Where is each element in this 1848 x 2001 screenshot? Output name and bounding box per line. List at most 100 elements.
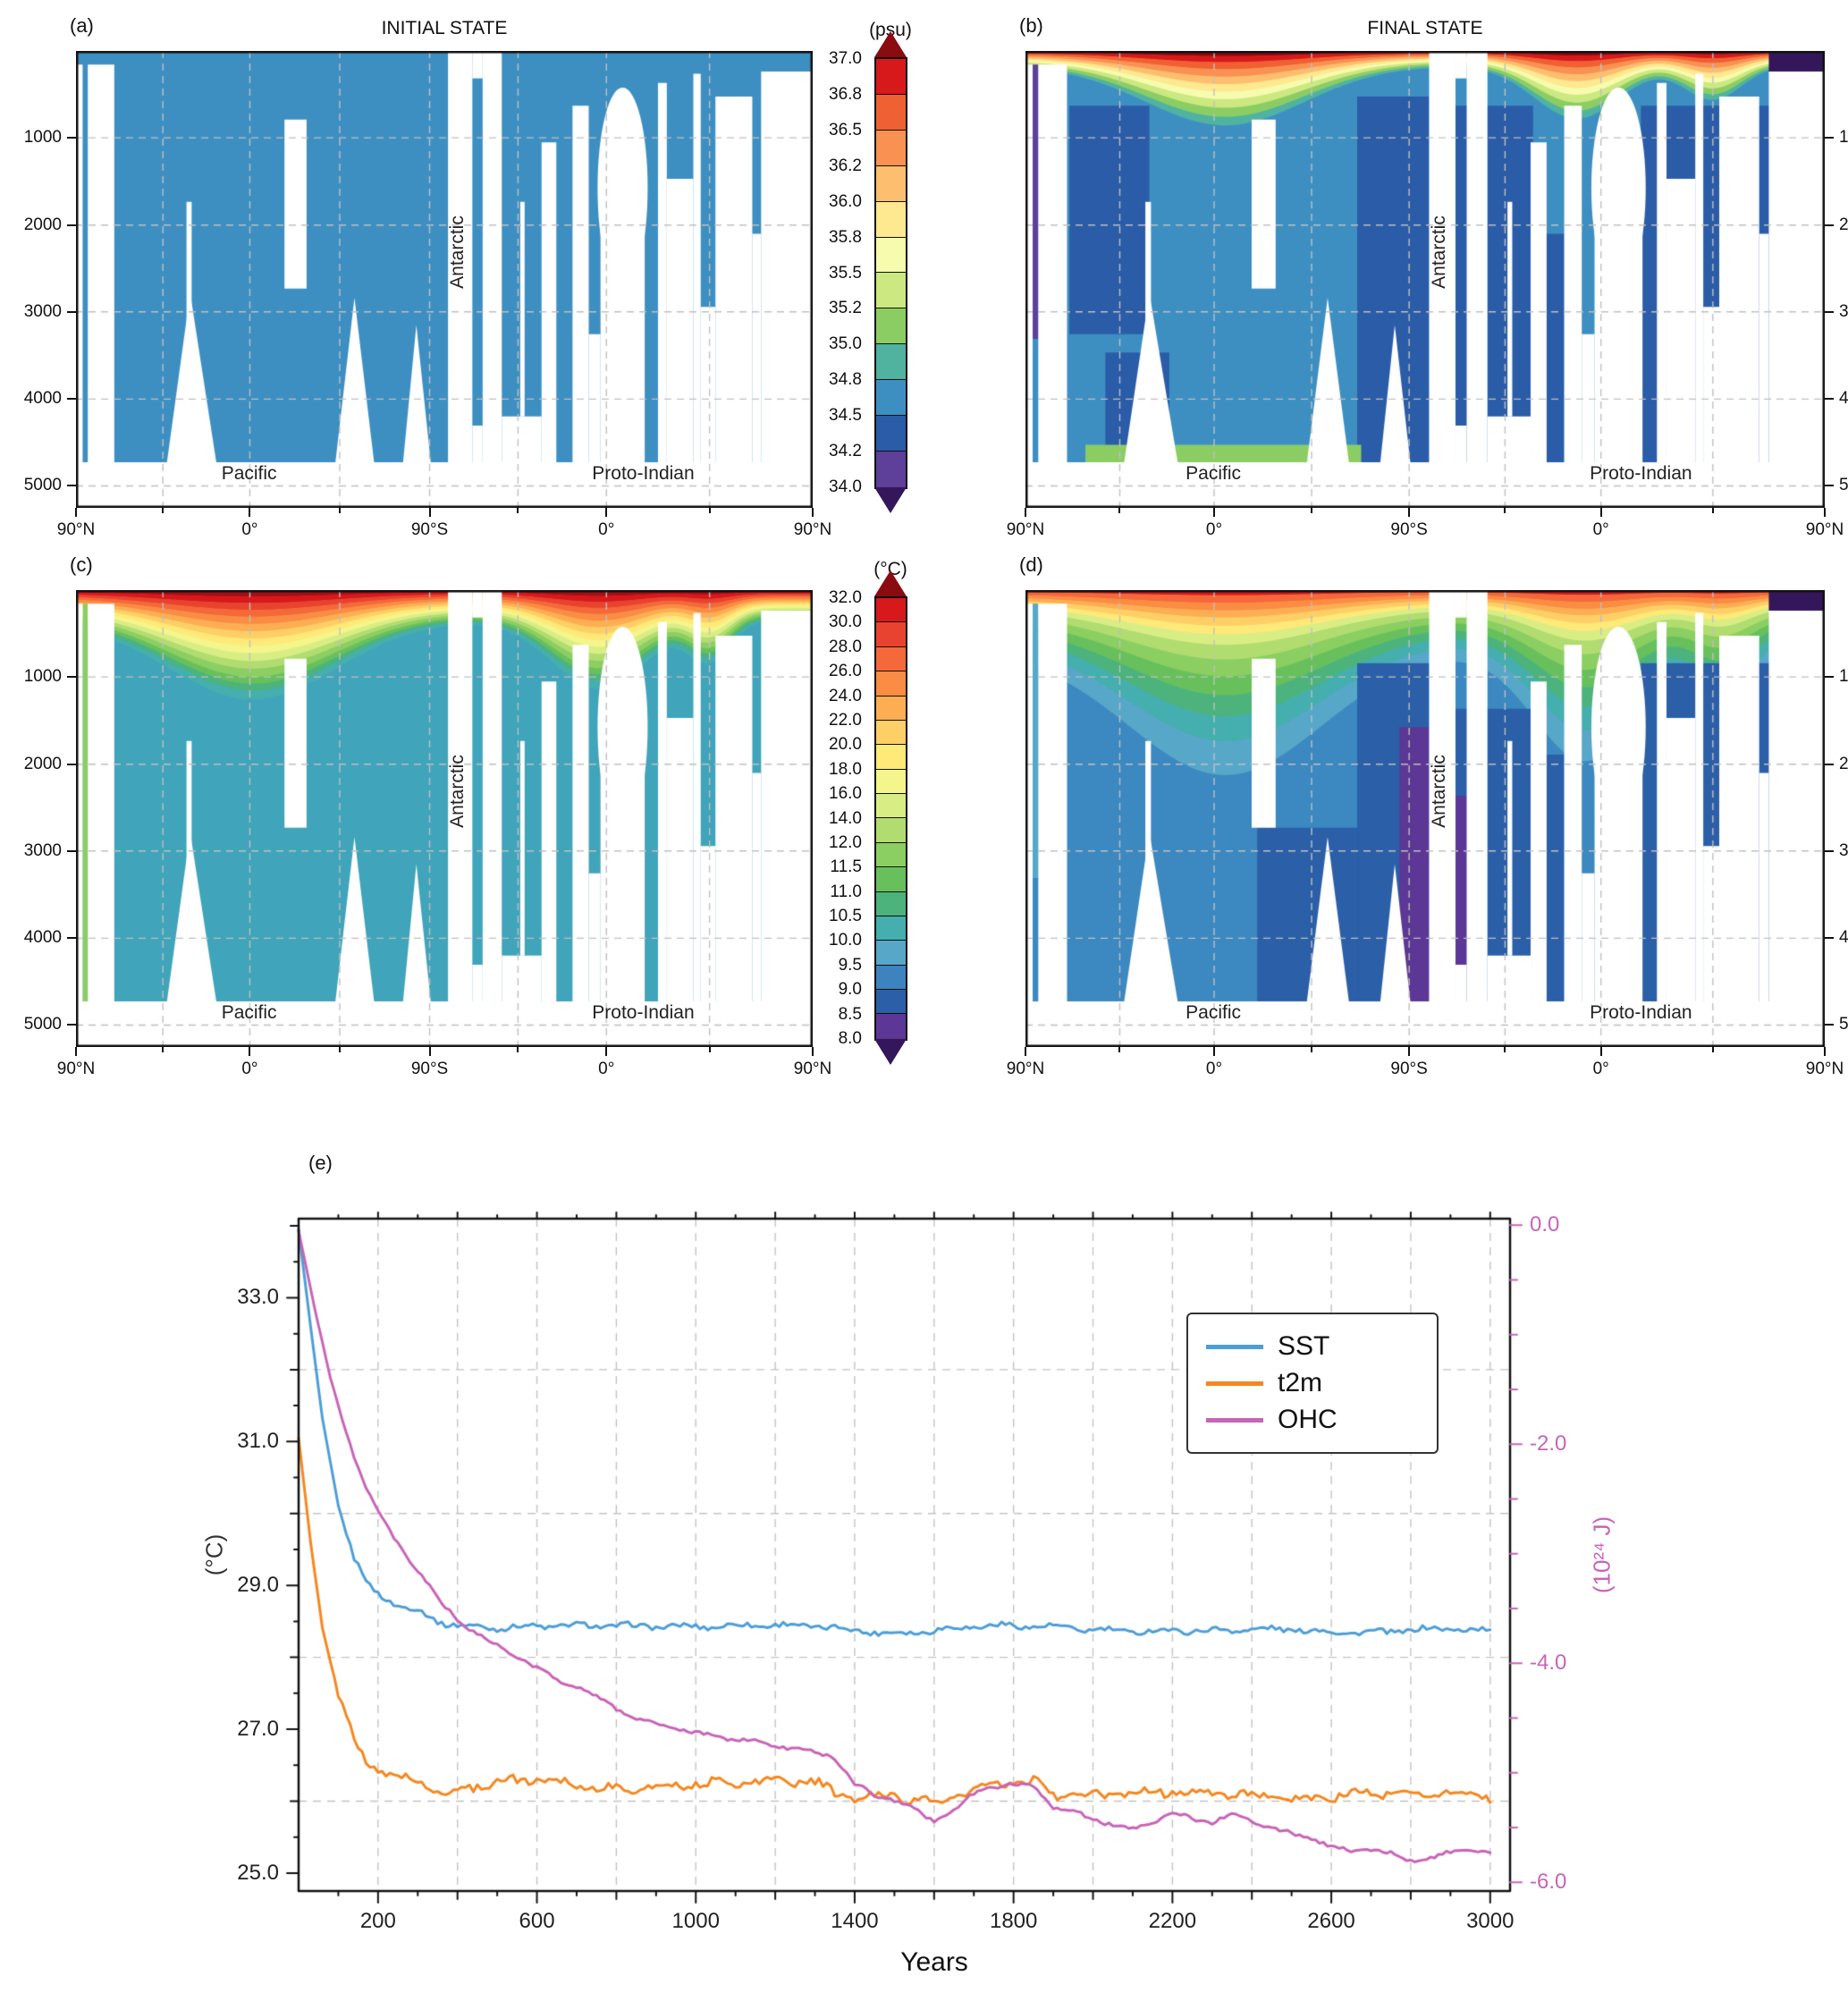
- colorbar-segment: [876, 745, 906, 770]
- lat-tick-label: 90°S: [1390, 520, 1428, 539]
- depth-tick: [67, 310, 76, 313]
- lat-tick-label: 90°N: [793, 1060, 832, 1078]
- ohc-tick-label: -6.0: [1530, 1870, 1567, 1895]
- colorbar-tick-label: 36.0: [829, 191, 862, 211]
- lat-tick: [1212, 508, 1215, 517]
- lat-tick-label: 0°: [598, 520, 615, 539]
- lat-minor-tick: [1711, 1047, 1714, 1052]
- colorbar-tick-label: 11.0: [830, 882, 862, 901]
- depth-tick: [67, 937, 76, 940]
- colorbar-tick-label: 34.2: [829, 442, 862, 461]
- colorbar-segment: [876, 451, 906, 487]
- lat-minor-tick: [1118, 1047, 1121, 1052]
- year-tick-label: 2600: [1307, 1909, 1355, 1933]
- year-tick-label: 1800: [989, 1909, 1038, 1933]
- lat-minor-tick: [1504, 1047, 1506, 1052]
- colorbar-segment: [876, 59, 906, 95]
- lat-tick: [1824, 1047, 1826, 1056]
- colorbar-segment: [876, 344, 906, 381]
- lat-minor-tick: [162, 1047, 165, 1052]
- depth-tick-label: 5000: [1839, 476, 1848, 495]
- lat-tick-label: 90°N: [56, 520, 96, 539]
- colorbar-tick-label: 37.0: [829, 49, 862, 68]
- colorbar-tick-label: 22.0: [829, 710, 862, 730]
- colorbar-tick-label: 8.5: [838, 1004, 862, 1024]
- colorbar-segment: [876, 622, 906, 647]
- colorbar-tick-label: 14.0: [829, 808, 862, 828]
- lat-tick: [812, 508, 814, 517]
- colorbar-tick-label: 20.0: [829, 735, 862, 755]
- lat-tick-label: 90°N: [1805, 1060, 1844, 1078]
- depth-tick-label: 2000: [1839, 215, 1848, 234]
- colorbar-segment: [876, 794, 906, 819]
- lat-tick-label: 0°: [241, 1060, 258, 1078]
- temp-tick-label: 31.0: [237, 1429, 279, 1454]
- ohc-line-swatch: [1206, 1417, 1263, 1423]
- year-tick-label: 1000: [671, 1909, 720, 1933]
- panel-a-corner-label: (a): [70, 14, 94, 37]
- year-tick-label: 1400: [831, 1909, 879, 1933]
- panel-c-corner-label: (c): [70, 553, 93, 576]
- colorbar-tick-label: 35.8: [829, 227, 862, 247]
- year-tick-label: 600: [519, 1909, 555, 1933]
- right-axis-title: (10²⁴ J): [1588, 1516, 1616, 1594]
- colorbar-segment: [876, 380, 906, 417]
- lat-tick-label: 90°N: [56, 1060, 96, 1078]
- colorbar-segment: [876, 165, 906, 202]
- depth-tick-label: 2000: [23, 215, 62, 234]
- colorbar-bottom-arrow: [874, 487, 907, 513]
- lat-tick-label: 90°S: [410, 1060, 449, 1078]
- lat-tick: [1599, 508, 1602, 517]
- depth-tick: [1825, 1024, 1834, 1026]
- legend-row-sst: SST: [1206, 1331, 1419, 1362]
- pacific-label: Pacific: [1186, 462, 1242, 484]
- final-state-title: FINAL STATE: [1367, 18, 1483, 38]
- lat-minor-tick: [708, 1047, 711, 1052]
- temp-tick-label: 33.0: [237, 1285, 279, 1310]
- colorbar-tick-label: 8.0: [838, 1029, 862, 1048]
- lat-tick: [1824, 508, 1826, 517]
- lat-minor-tick: [1311, 1047, 1313, 1052]
- temperature-final-canvas: [1025, 590, 1825, 1047]
- colorbar-tick-label: 36.2: [829, 156, 862, 175]
- antarctic-label: Antarctic: [446, 754, 468, 828]
- lat-minor-tick: [338, 508, 341, 513]
- colorbar-tick-label: 30.0: [829, 612, 862, 632]
- depth-tick-label: 4000: [1839, 389, 1848, 409]
- lat-tick: [75, 1047, 77, 1056]
- lat-minor-tick: [517, 508, 519, 513]
- colorbar-segment: [876, 990, 906, 1015]
- depth-tick-label: 2000: [1839, 754, 1848, 773]
- colorbar-segment: [876, 273, 906, 309]
- lat-minor-tick: [517, 1047, 519, 1052]
- depth-tick: [1825, 398, 1834, 401]
- temp-tick-label: 27.0: [237, 1717, 279, 1742]
- year-tick-label: 2200: [1148, 1909, 1197, 1933]
- colorbar-tick-label: 18.0: [829, 759, 862, 779]
- lat-tick-label: 90°S: [1390, 1060, 1428, 1078]
- depth-tick-label: 5000: [23, 476, 62, 495]
- panel-e-corner-label: (e): [308, 1152, 333, 1174]
- antarctic-label: Antarctic: [446, 215, 468, 289]
- pacific-label: Pacific: [221, 462, 277, 484]
- temperature-initial-section: Pacific Proto-Indian Antarctic 90°N 0° 90°…: [24, 590, 831, 1078]
- colorbar-tick-label: 26.0: [829, 662, 862, 681]
- colorbar-tick-label: 24.0: [829, 686, 862, 705]
- pacific-label: Pacific: [221, 1001, 277, 1023]
- lat-tick-label: 0°: [598, 1060, 615, 1078]
- colorbar-segment: [876, 696, 906, 721]
- antarctic-label: Antarctic: [1429, 215, 1450, 289]
- lat-tick-label: 0°: [1592, 520, 1609, 539]
- lat-tick: [1408, 1047, 1411, 1056]
- colorbar-segment: [876, 598, 906, 623]
- colorbar-tick-label: 35.0: [829, 334, 862, 354]
- colorbar-segment: [876, 842, 906, 868]
- depth-tick-label: 4000: [23, 928, 62, 948]
- depth-tick-label: 3000: [1839, 301, 1848, 321]
- colorbar-segment: [876, 94, 906, 131]
- depth-tick: [67, 1024, 76, 1026]
- temp-tick-label: 29.0: [237, 1573, 279, 1598]
- colorbar-segment: [876, 941, 906, 966]
- lat-minor-tick: [162, 508, 165, 513]
